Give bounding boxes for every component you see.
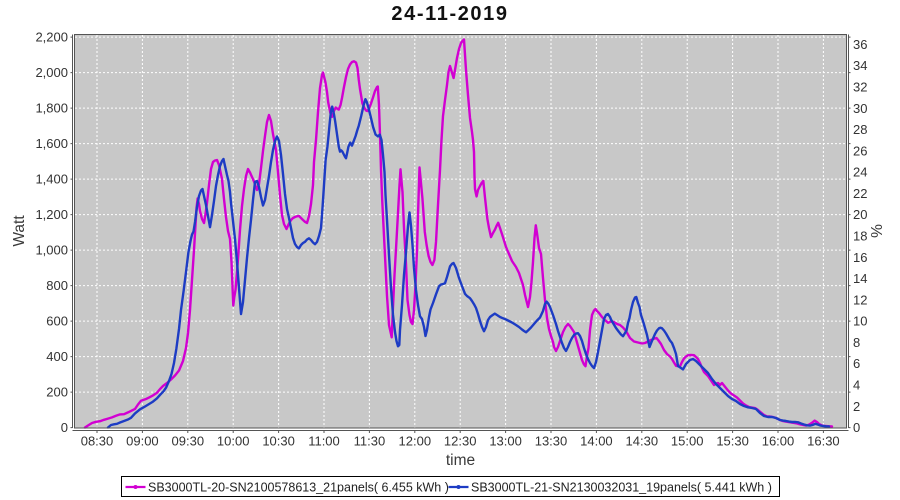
svg-text:600: 600	[46, 314, 68, 329]
svg-text:15:00: 15:00	[671, 434, 704, 449]
svg-text:8: 8	[853, 335, 860, 350]
svg-text:6: 6	[853, 356, 860, 371]
svg-text:1,800: 1,800	[35, 101, 68, 116]
svg-text:12:30: 12:30	[444, 434, 477, 449]
svg-text:2,000: 2,000	[35, 65, 68, 80]
svg-text:Watt: Watt	[11, 215, 28, 247]
svg-text:08:30: 08:30	[81, 434, 114, 449]
svg-text:11:00: 11:00	[308, 434, 340, 449]
svg-text:200: 200	[46, 385, 68, 400]
svg-text:28: 28	[853, 122, 867, 137]
svg-text:24: 24	[853, 165, 867, 180]
svg-text:1,600: 1,600	[35, 136, 68, 151]
svg-text:22: 22	[853, 186, 867, 201]
svg-text:16: 16	[853, 250, 867, 265]
svg-text:14: 14	[853, 271, 867, 286]
svg-text:400: 400	[46, 349, 68, 364]
svg-text:SB3000TL-20-SN2100578613_21pan: SB3000TL-20-SN2100578613_21panels( 6.455…	[148, 481, 449, 495]
svg-text:11:30: 11:30	[354, 434, 386, 449]
svg-text:10:00: 10:00	[217, 434, 250, 449]
svg-text:32: 32	[853, 80, 867, 95]
svg-text:12: 12	[853, 292, 867, 307]
svg-text:26: 26	[853, 143, 867, 158]
svg-text:4: 4	[853, 378, 860, 393]
svg-text:16:00: 16:00	[762, 434, 795, 449]
svg-text:%: %	[869, 224, 886, 238]
svg-text:13:00: 13:00	[489, 434, 522, 449]
svg-text:1,200: 1,200	[35, 207, 68, 222]
svg-text:13:30: 13:30	[535, 434, 568, 449]
svg-text:10: 10	[853, 314, 867, 329]
svg-text:2,200: 2,200	[35, 30, 68, 45]
svg-text:0: 0	[853, 420, 860, 435]
svg-text:16:30: 16:30	[807, 434, 840, 449]
svg-text:1,000: 1,000	[35, 243, 68, 258]
svg-text:24-11-2019: 24-11-2019	[391, 3, 508, 25]
svg-text:14:00: 14:00	[580, 434, 613, 449]
svg-text:2: 2	[853, 399, 860, 414]
svg-text:SB3000TL-21-SN2130032031_19pan: SB3000TL-21-SN2130032031_19panels( 5.441…	[471, 481, 772, 495]
svg-text:30: 30	[853, 101, 867, 116]
svg-text:12:00: 12:00	[399, 434, 432, 449]
svg-text:0: 0	[61, 420, 68, 435]
svg-text:09:00: 09:00	[126, 434, 159, 449]
svg-text:20: 20	[853, 207, 867, 222]
svg-text:09:30: 09:30	[172, 434, 205, 449]
svg-text:time: time	[446, 452, 475, 469]
svg-text:18: 18	[853, 229, 867, 244]
svg-text:800: 800	[46, 278, 68, 293]
svg-text:10:30: 10:30	[262, 434, 295, 449]
svg-text:1,400: 1,400	[35, 172, 68, 187]
svg-text:36: 36	[853, 37, 867, 52]
svg-text:14:30: 14:30	[626, 434, 659, 449]
svg-text:15:30: 15:30	[716, 434, 749, 449]
svg-text:34: 34	[853, 58, 867, 73]
